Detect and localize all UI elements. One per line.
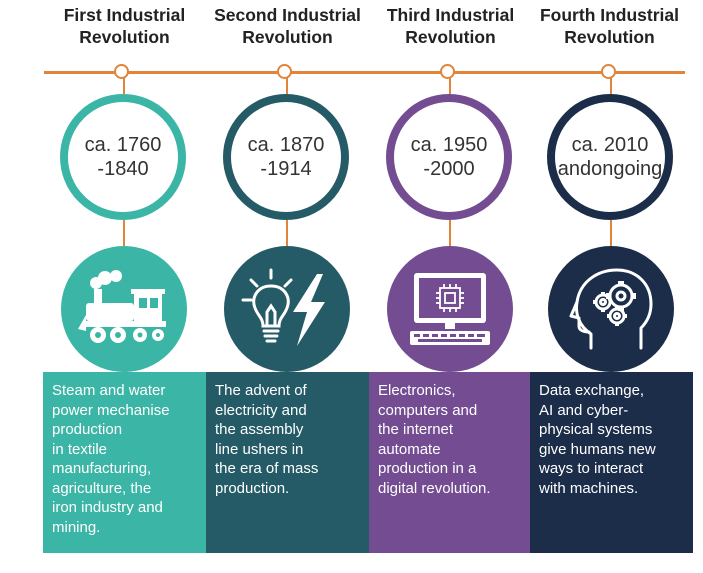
date-circle: ca. 1760 -1840 (60, 94, 186, 220)
connector (610, 220, 612, 246)
connector (449, 220, 451, 246)
computer-chip-icon (410, 273, 490, 345)
brain-gears-icon (569, 268, 653, 350)
date-circle: ca. 1950 -2000 (386, 94, 512, 220)
icon-circle (387, 246, 513, 372)
era-title: First Industrial Revolution (63, 5, 186, 47)
timeline-node (440, 64, 455, 79)
connector (123, 77, 125, 94)
timeline-line (44, 71, 685, 74)
era-third: Third Industrial Revolution ca. 1950 -20… (369, 0, 532, 573)
timeline-node (601, 64, 616, 79)
date-circle: ca. 1870 -1914 (223, 94, 349, 220)
era-second: Second Industrial Revolution ca. 1870 -1… (206, 0, 369, 573)
connector (449, 77, 451, 94)
connector (286, 77, 288, 94)
era-title: Second Industrial Revolution (214, 5, 361, 47)
icon-circle (61, 246, 187, 372)
timeline-node (114, 64, 129, 79)
era-description: Steam and water power mechanise producti… (43, 372, 206, 553)
era-title: Fourth Industrial Revolution (539, 5, 680, 47)
connector (610, 77, 612, 94)
steam-locomotive-icon (78, 270, 166, 343)
era-first: First Industrial Revolution ca. 1760 -18… (43, 0, 206, 573)
connector (286, 220, 288, 246)
era-description: Electronics, computers and the internet … (369, 372, 532, 553)
icon-circle (224, 246, 350, 372)
era-description: The advent of electricity and the assemb… (206, 372, 369, 553)
icon-circle (548, 246, 674, 372)
era-fourth: Fourth Industrial Revolution ca. 2010 an… (528, 0, 693, 573)
lightbulb-lightning-icon (241, 268, 325, 346)
timeline-node (277, 64, 292, 79)
era-description: Data exchange, AI and cyber- physical sy… (530, 372, 693, 553)
date-circle: ca. 2010 andongoing (547, 94, 673, 220)
connector (123, 220, 125, 246)
era-title: Third Industrial Revolution (386, 5, 515, 47)
